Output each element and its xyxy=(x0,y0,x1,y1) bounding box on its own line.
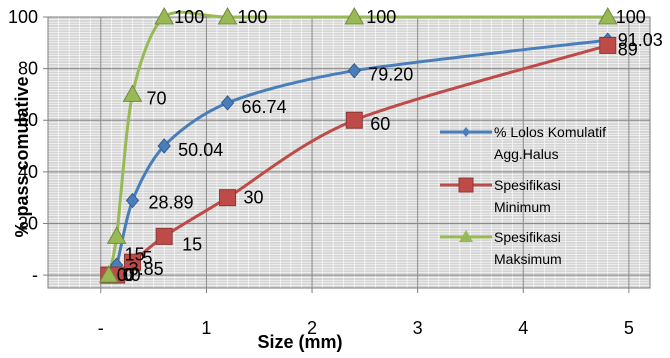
y-tick-label: - xyxy=(32,265,38,285)
data-point-diamond xyxy=(347,62,361,79)
data-label: 5 xyxy=(142,248,152,268)
x-tick-label: - xyxy=(98,318,104,338)
legend-marker-triangle xyxy=(459,230,473,242)
x-tick-label: 2 xyxy=(307,318,317,338)
data-point-triangle xyxy=(344,6,365,25)
data-label: 70 xyxy=(146,88,166,108)
data-point-diamond xyxy=(220,95,235,111)
data-point-diamond xyxy=(125,192,140,209)
series-line-1 xyxy=(107,38,608,277)
data-label: 3.85 xyxy=(129,259,164,279)
data-point-triangle xyxy=(98,265,119,283)
legend-label: Spesifikasi xyxy=(494,229,561,245)
data-label: 89 xyxy=(618,39,638,59)
x-axis-title: Size (mm) xyxy=(257,332,342,352)
data-label: 15 xyxy=(182,234,202,254)
legend-marker-square xyxy=(458,177,474,193)
data-point-square xyxy=(599,36,617,54)
x-tick-label: 5 xyxy=(624,318,634,338)
data-label: 0 xyxy=(125,265,135,285)
data-point-triangle xyxy=(122,84,143,102)
data-label: 60 xyxy=(370,114,390,134)
data-label: 0 xyxy=(117,265,127,285)
data-label: 100 xyxy=(238,7,268,27)
data-label: 30 xyxy=(244,188,264,208)
data-point-triangle xyxy=(154,6,175,25)
y-tick-label: 100 xyxy=(8,7,38,27)
legend-label: Maksimum xyxy=(494,251,562,267)
y-tick-label: 40 xyxy=(18,162,38,182)
data-label: 0 xyxy=(123,265,133,285)
legend: % Lolos Komulatif Agg.Halus Spesifikasi Min… xyxy=(440,124,606,267)
legend-label: Minimum xyxy=(494,199,551,215)
x-tick-label: 3 xyxy=(413,318,423,338)
data-label: 15 xyxy=(125,244,145,264)
data-label: 0 xyxy=(131,265,141,285)
data-point-square xyxy=(123,253,141,271)
y-tick-label: 80 xyxy=(18,59,38,79)
legend-label: % Lolos Komulatif xyxy=(494,124,606,140)
x-tick-label: 1 xyxy=(201,318,211,338)
data-label: 91.03 xyxy=(618,30,663,50)
data-label: 79.20 xyxy=(368,65,413,85)
series-markers xyxy=(98,6,618,284)
data-point-triangle xyxy=(597,6,618,25)
data-point-square xyxy=(345,111,363,129)
data-point-square xyxy=(219,189,237,207)
y-tick-label: 20 xyxy=(18,213,38,233)
data-labels: 0 3.8528.8950.0466.7479.2091.030051530608… xyxy=(117,7,663,285)
gridlines xyxy=(47,16,651,289)
data-label: 28.89 xyxy=(148,193,193,213)
legend-marker-diamond xyxy=(462,127,470,137)
data-point-diamond xyxy=(157,138,171,154)
data-point-triangle xyxy=(106,226,127,244)
data-point-square xyxy=(155,227,173,245)
data-label: 100 xyxy=(366,7,396,27)
legend-label: Spesifikasi xyxy=(494,177,561,193)
legend-label: Agg.Halus xyxy=(494,146,559,162)
series-line-3 xyxy=(107,10,608,276)
data-label: 50.04 xyxy=(178,140,223,160)
data-label: 66.74 xyxy=(242,97,287,117)
data-label: 100 xyxy=(174,7,204,27)
data-point-triangle xyxy=(217,6,238,25)
data-label: 100 xyxy=(616,7,646,27)
y-axis-title: % pass comulative xyxy=(12,76,32,237)
x-tick-label: 4 xyxy=(518,318,528,338)
y-tick-label: 60 xyxy=(18,110,38,130)
